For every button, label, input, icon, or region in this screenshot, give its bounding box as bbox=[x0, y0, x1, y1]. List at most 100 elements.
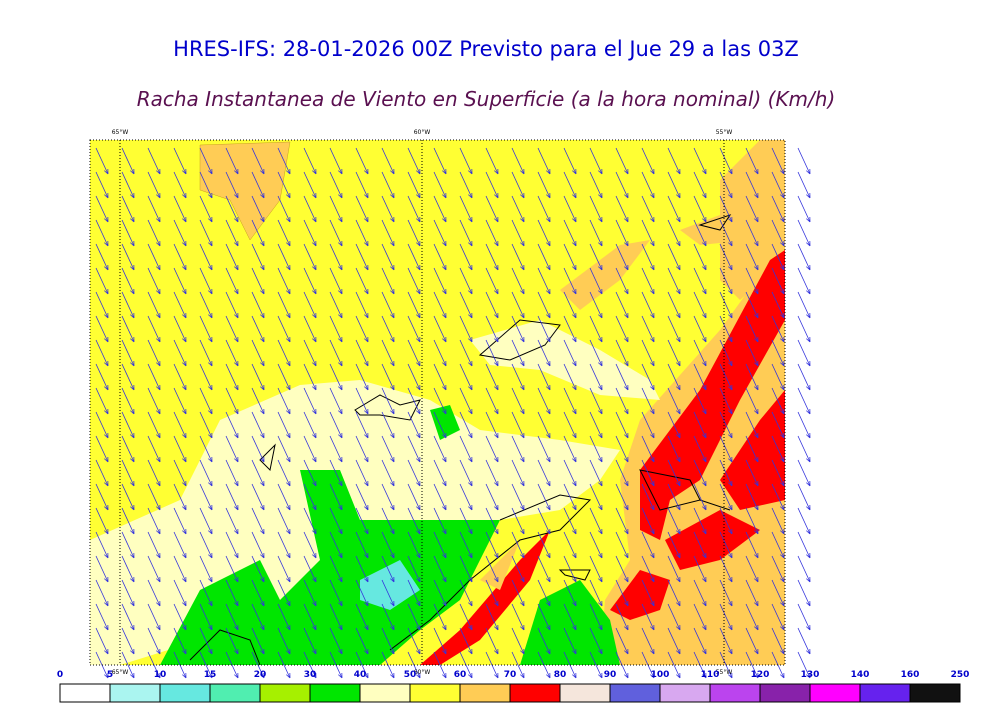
wind-arrow bbox=[797, 243, 811, 271]
wind-arrow bbox=[329, 459, 343, 487]
wind-arrow bbox=[433, 411, 447, 439]
wind-arrow bbox=[121, 531, 135, 559]
colorbar-tick-label: 5 bbox=[107, 670, 113, 680]
wind-arrow bbox=[537, 171, 551, 199]
wind-arrow bbox=[407, 243, 421, 271]
wind-arrow bbox=[303, 147, 317, 175]
wind-arrow bbox=[693, 555, 707, 583]
wind-arrow bbox=[173, 435, 187, 463]
wind-arrow bbox=[381, 579, 395, 607]
wind-arrow bbox=[719, 555, 733, 583]
wind-arrow bbox=[693, 315, 707, 343]
wind-arrow bbox=[225, 387, 239, 415]
wind-arrow bbox=[173, 531, 187, 559]
wind-arrow bbox=[459, 531, 473, 559]
wind-arrow bbox=[433, 483, 447, 511]
wind-arrow bbox=[641, 291, 655, 319]
wind-arrow bbox=[329, 531, 343, 559]
wind-arrow bbox=[693, 411, 707, 439]
wind-arrow bbox=[641, 459, 655, 487]
wind-arrow bbox=[329, 555, 343, 583]
colorbar-tick-label: 100 bbox=[651, 670, 670, 680]
wind-arrow bbox=[719, 411, 733, 439]
wind-arrow bbox=[615, 531, 629, 559]
wind-arrow bbox=[433, 507, 447, 535]
wind-arrow bbox=[95, 435, 109, 463]
wind-arrow bbox=[563, 579, 577, 607]
wind-arrow bbox=[225, 243, 239, 271]
wind-arrow bbox=[277, 411, 291, 439]
wind-arrow bbox=[121, 603, 135, 631]
wind-arrow bbox=[355, 555, 369, 583]
wind-arrow bbox=[641, 603, 655, 631]
wind-arrow bbox=[589, 411, 603, 439]
wind-arrow bbox=[381, 603, 395, 631]
wind-arrow bbox=[225, 579, 239, 607]
wind-arrow bbox=[745, 651, 759, 679]
wind-arrow bbox=[121, 339, 135, 367]
longitude-label: 65°W bbox=[112, 669, 129, 676]
wind-arrow bbox=[797, 627, 811, 655]
wind-arrow bbox=[355, 243, 369, 271]
wind-arrow bbox=[459, 627, 473, 655]
wind-arrow bbox=[745, 411, 759, 439]
wind-arrow bbox=[95, 243, 109, 271]
wind-arrow bbox=[667, 603, 681, 631]
wind-arrow bbox=[511, 315, 525, 343]
wind-arrow bbox=[329, 339, 343, 367]
wind-arrow bbox=[355, 435, 369, 463]
wind-arrow bbox=[225, 219, 239, 247]
wind-arrow bbox=[537, 411, 551, 439]
colorbar-tick-label: 20 bbox=[254, 670, 267, 680]
wind-arrow bbox=[199, 627, 213, 655]
wind-arrow bbox=[329, 579, 343, 607]
wind-arrow bbox=[147, 507, 161, 535]
wind-arrow bbox=[693, 171, 707, 199]
wind-arrow bbox=[95, 171, 109, 199]
wind-arrow bbox=[589, 267, 603, 295]
wind-arrow bbox=[303, 483, 317, 511]
wind-arrow bbox=[173, 243, 187, 271]
wind-arrow bbox=[381, 507, 395, 535]
wind-arrow bbox=[485, 531, 499, 559]
wind-arrow bbox=[95, 315, 109, 343]
wind-arrow bbox=[771, 339, 785, 367]
wind-arrow bbox=[303, 531, 317, 559]
wind-arrow bbox=[537, 603, 551, 631]
wind-arrow bbox=[147, 459, 161, 487]
wind-arrow bbox=[563, 147, 577, 175]
wind-arrow bbox=[433, 387, 447, 415]
wind-arrow bbox=[95, 579, 109, 607]
wind-arrow bbox=[147, 531, 161, 559]
wind-arrow bbox=[407, 195, 421, 223]
wind-arrow bbox=[147, 603, 161, 631]
wind-arrow bbox=[303, 291, 317, 319]
wind-arrow bbox=[797, 315, 811, 343]
wind-arrow bbox=[407, 555, 421, 583]
wind-arrow bbox=[173, 387, 187, 415]
wind-arrow bbox=[667, 555, 681, 583]
wind-arrow bbox=[355, 603, 369, 631]
wind-arrow bbox=[641, 483, 655, 511]
wind-arrow bbox=[355, 339, 369, 367]
wind-arrow bbox=[433, 627, 447, 655]
wind-arrow bbox=[355, 147, 369, 175]
subtitle: Racha Instantanea de Viento en Superfici… bbox=[137, 87, 836, 111]
wind-arrow bbox=[407, 363, 421, 391]
colorbar-swatch bbox=[409, 683, 461, 703]
wind-arrow bbox=[537, 387, 551, 415]
title: HRES-IFS: 28-01-2026 00Z Previsto para e… bbox=[173, 37, 799, 61]
wind-arrow bbox=[121, 435, 135, 463]
wind-arrow bbox=[225, 267, 239, 295]
wind-arrow bbox=[615, 267, 629, 295]
wind-arrow bbox=[511, 147, 525, 175]
wind-arrow bbox=[537, 363, 551, 391]
wind-arrow bbox=[407, 579, 421, 607]
wind-arrow bbox=[563, 411, 577, 439]
wind-arrow bbox=[199, 315, 213, 343]
wind-arrow bbox=[589, 147, 603, 175]
wind-arrow bbox=[173, 459, 187, 487]
wind-arrow bbox=[615, 483, 629, 511]
wind-arrow bbox=[615, 363, 629, 391]
wind-arrow bbox=[147, 363, 161, 391]
